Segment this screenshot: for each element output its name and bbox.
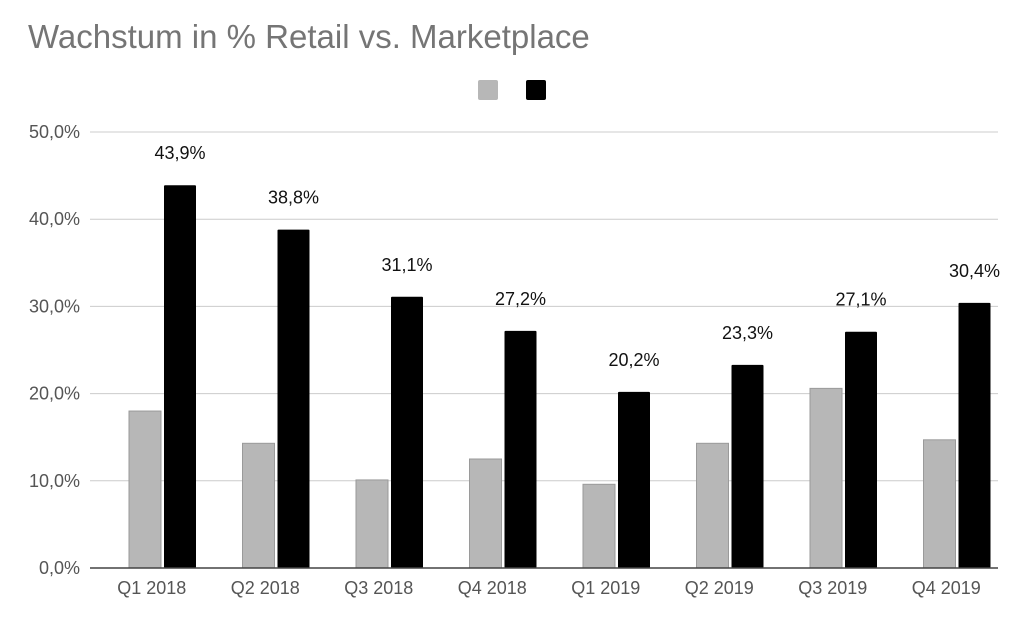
data-label: 38,8% [268,188,319,208]
y-tick-label: 40,0% [29,209,80,229]
chart-title: Wachstum in % Retail vs. Marketplace [28,18,590,55]
data-label: 31,1% [381,255,432,275]
legend-swatch-series-1 [478,80,498,100]
bar-series-1 [355,479,389,569]
y-tick-label: 50,0% [29,122,80,142]
y-tick-label: 0,0% [39,558,80,578]
bar-series-2 [504,330,537,568]
legend-swatch-series-2 [526,80,546,100]
bar-series-1 [582,483,616,569]
data-label: 27,1% [835,290,886,310]
bar-series-2 [958,302,991,568]
data-label: 20,2% [608,350,659,370]
data-label: 27,2% [495,289,546,309]
bar-series-1 [242,442,275,569]
x-tick-label: Q3 2018 [344,578,413,598]
bar-series-2 [618,391,650,568]
bar-series-1 [128,410,162,569]
bar-series-2 [731,364,764,568]
x-tick-label: Q2 2019 [685,578,754,598]
bar-series-2 [277,229,310,568]
x-tick-label: Q3 2019 [798,578,867,598]
x-tick-label: Q1 2018 [117,578,186,598]
bar-series-1 [696,442,729,569]
data-label: 43,9% [154,143,205,163]
x-tick-label: Q1 2019 [571,578,640,598]
y-tick-label: 20,0% [29,384,80,404]
data-label: 30,4% [949,261,1000,281]
bar-series-2 [391,296,423,568]
bar-series-2 [845,331,877,568]
bar-series-1 [923,439,956,569]
y-tick-label: 10,0% [29,471,80,491]
x-tick-label: Q4 2019 [912,578,981,598]
data-label: 23,3% [722,323,773,343]
bar-series-1 [469,458,502,569]
x-tick-label: Q2 2018 [231,578,300,598]
bar-series-2 [164,185,196,568]
bar-series-1 [809,387,843,569]
x-tick-label: Q4 2018 [458,578,527,598]
y-tick-label: 30,0% [29,296,80,316]
